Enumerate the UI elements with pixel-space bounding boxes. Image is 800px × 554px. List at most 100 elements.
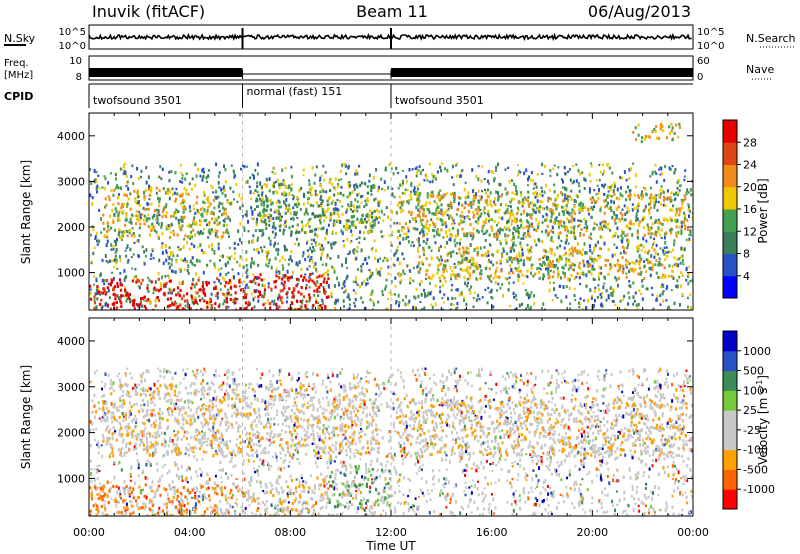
echo-cell xyxy=(588,172,591,177)
echo-cell xyxy=(225,305,228,309)
echo-cell xyxy=(122,168,125,173)
echo-cell xyxy=(116,306,119,310)
echo-cell xyxy=(255,220,258,224)
echo-cell xyxy=(244,213,247,216)
echo-cell xyxy=(603,275,606,279)
echo-cell xyxy=(454,234,457,239)
echo-cell xyxy=(280,296,283,300)
echo-cell xyxy=(195,201,198,205)
echo-cell xyxy=(541,239,543,244)
echo-cell xyxy=(155,218,158,222)
echo-cell xyxy=(233,241,236,245)
echo-cell xyxy=(168,256,171,261)
echo-cell xyxy=(245,284,248,287)
echo-cell xyxy=(268,177,271,182)
echo-cell xyxy=(158,289,161,293)
echo-cell xyxy=(427,275,430,279)
echo-cell xyxy=(302,193,306,197)
echo-cell xyxy=(616,187,619,192)
echo-cell xyxy=(249,176,252,180)
echo-cell xyxy=(343,284,346,288)
nave-tick-top: 60 xyxy=(697,56,710,67)
echo-cell xyxy=(619,175,622,180)
echo-cell xyxy=(646,287,649,291)
echo-cell xyxy=(407,226,409,230)
echo-cell xyxy=(665,217,668,221)
echo-cell xyxy=(279,205,282,209)
echo-cell xyxy=(509,370,512,374)
echo-cell xyxy=(397,293,400,298)
echo-cell xyxy=(655,271,658,275)
echo-cell xyxy=(583,299,585,302)
echo-cell xyxy=(514,461,517,464)
echo-cell xyxy=(231,299,234,303)
echo-cell xyxy=(181,194,184,198)
echo-cell xyxy=(490,225,493,229)
echo-cell xyxy=(561,186,564,189)
echo-cell xyxy=(635,173,638,178)
echo-cell xyxy=(585,251,588,255)
echo-cell xyxy=(279,218,282,222)
echo-cell xyxy=(418,255,421,259)
echo-cell xyxy=(156,221,159,224)
echo-cell xyxy=(318,285,321,289)
echo-cell xyxy=(437,263,440,267)
echo-cell xyxy=(339,220,342,224)
echo-cell xyxy=(582,248,584,251)
echo-cell xyxy=(186,299,189,303)
echo-cell xyxy=(505,252,509,256)
echo-cell xyxy=(550,212,554,216)
echo-cell xyxy=(384,166,387,169)
echo-cell xyxy=(657,218,660,222)
echo-cell xyxy=(120,206,123,210)
echo-cell xyxy=(261,372,264,376)
echo-cell xyxy=(317,204,320,208)
echo-cell xyxy=(324,236,327,241)
echo-cell xyxy=(148,498,151,502)
echo-cell xyxy=(369,228,372,232)
echo-cell xyxy=(213,250,216,253)
echo-cell xyxy=(580,219,583,223)
echo-cell xyxy=(229,281,232,285)
echo-cell xyxy=(585,306,587,310)
echo-cell xyxy=(402,237,405,241)
echo-cell xyxy=(234,502,237,505)
echo-cell xyxy=(294,203,297,207)
echo-cell xyxy=(314,228,317,232)
echo-cell xyxy=(495,266,498,270)
echo-cell xyxy=(126,293,129,297)
echo-cell xyxy=(326,199,329,203)
echo-cell xyxy=(256,162,259,167)
echo-cell xyxy=(125,247,128,250)
echo-cell xyxy=(181,307,184,310)
echo-cell xyxy=(95,280,98,283)
echo-cell xyxy=(495,231,498,235)
echo-cell xyxy=(329,189,332,193)
echo-cell xyxy=(197,211,200,215)
echo-cell xyxy=(509,305,512,308)
echo-cell xyxy=(521,252,524,256)
echo-cell xyxy=(217,268,220,272)
echo-cell xyxy=(313,294,316,297)
echo-cell xyxy=(345,259,347,264)
echo-cell xyxy=(144,188,147,192)
echo-cell xyxy=(572,388,575,391)
echo-cell xyxy=(370,184,373,188)
echo-cell xyxy=(117,212,120,216)
echo-cell xyxy=(319,197,322,201)
echo-cell xyxy=(579,232,582,235)
echo-cell xyxy=(89,443,92,448)
echo-cell xyxy=(489,463,492,466)
echo-cell xyxy=(607,297,610,300)
echo-cell xyxy=(514,308,517,310)
echo-cell xyxy=(253,248,256,251)
echo-cell xyxy=(553,164,556,167)
echo-cell xyxy=(215,189,218,194)
echo-cell xyxy=(680,224,683,229)
echo-cell xyxy=(336,192,340,196)
echo-cell xyxy=(650,226,653,230)
echo-cell xyxy=(368,179,371,183)
echo-cell xyxy=(253,261,256,265)
echo-cell xyxy=(257,236,259,240)
